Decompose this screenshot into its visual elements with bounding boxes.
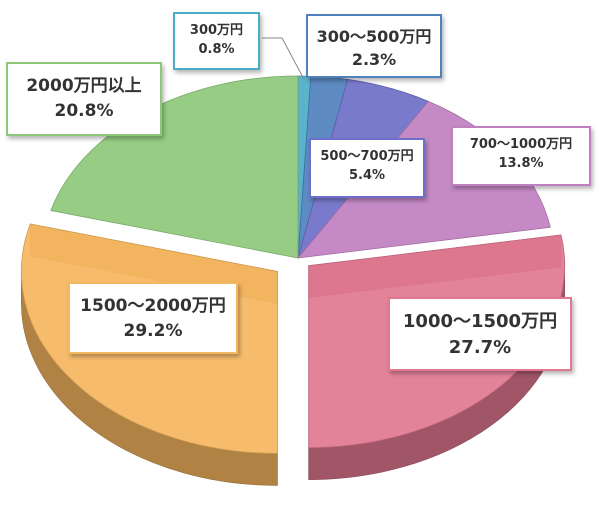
label-700-1000: 700〜1000万円 13.8% <box>451 126 591 186</box>
label-700-1000-value: 13.8% <box>498 155 544 171</box>
label-2000-plus-value: 20.8% <box>54 100 114 121</box>
label-1500-2000-category: 1500〜2000万円 <box>80 296 226 316</box>
label-1500-2000: 1500〜2000万円 29.2% <box>68 282 238 354</box>
label-2000-plus-category: 2000万円以上 <box>26 76 142 96</box>
label-500-700-category: 500〜700万円 <box>320 149 414 164</box>
label-700-1000-category: 700〜1000万円 <box>469 137 573 152</box>
label-1000-1500-category: 1000〜1500万円 <box>402 311 558 332</box>
leader-line-300 <box>262 37 305 81</box>
label-500-700-value: 5.4% <box>348 167 386 183</box>
label-1000-1500: 1000〜1500万円 27.7% <box>388 297 572 371</box>
label-300-500-value: 2.3% <box>351 50 397 70</box>
label-300: 300万円 0.8% <box>173 12 260 70</box>
label-1500-2000-value: 29.2% <box>123 320 183 341</box>
label-500-700: 500〜700万円 5.4% <box>309 138 425 198</box>
label-300-category: 300万円 <box>189 23 244 38</box>
label-2000-plus: 2000万円以上 20.8% <box>6 62 162 136</box>
label-300-500: 300〜500万円 2.3% <box>306 14 442 78</box>
label-300-value: 0.8% <box>198 41 235 57</box>
label-1000-1500-value: 27.7% <box>448 337 512 359</box>
label-300-500-category: 300〜500万円 <box>316 27 432 46</box>
